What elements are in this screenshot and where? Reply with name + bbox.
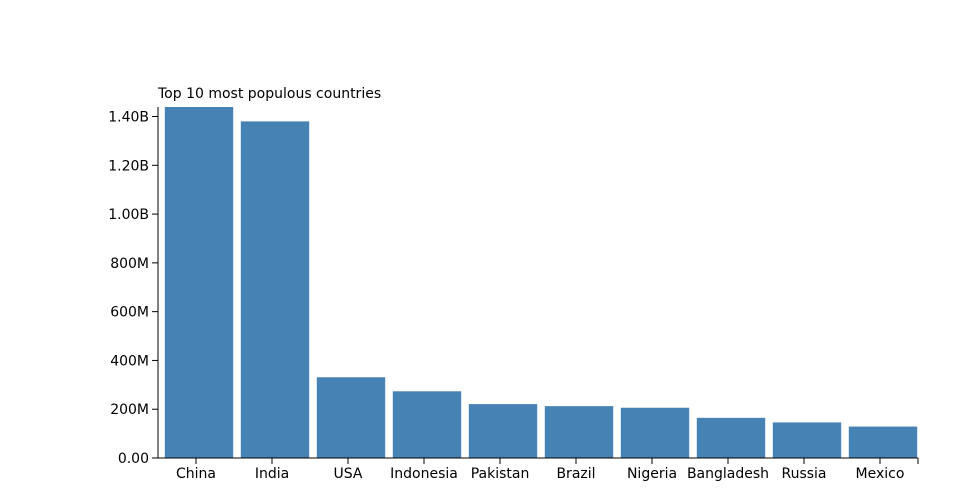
- bar-pakistan: [468, 404, 538, 458]
- y-tick-label: 800M: [110, 256, 149, 272]
- x-tick-label: Mexico: [856, 466, 905, 482]
- bar-bangladesh: [696, 417, 766, 458]
- bars-group: [164, 107, 918, 458]
- x-tick-label: Indonesia: [390, 466, 458, 482]
- x-tick-label: Russia: [781, 466, 826, 482]
- y-tick-label: 400M: [110, 353, 149, 369]
- bar-nigeria: [620, 407, 690, 458]
- x-tick-label: India: [255, 466, 289, 482]
- y-tick-label: 1.00B: [108, 207, 149, 223]
- bar-india: [240, 121, 310, 458]
- bar-usa: [316, 377, 386, 458]
- x-tick-label: USA: [334, 466, 363, 482]
- x-tick-label: Pakistan: [471, 466, 530, 482]
- y-tick-label: 0.00: [118, 451, 149, 467]
- x-tick-label: China: [176, 466, 216, 482]
- x-axis: China India USA Indonesia Pakistan Brazil Nige…: [158, 457, 919, 482]
- y-tick-label: 200M: [110, 402, 149, 418]
- bar-russia: [772, 422, 842, 458]
- x-tick-label: Brazil: [556, 466, 595, 482]
- chart-title: Top 10 most populous countries: [157, 86, 381, 102]
- bar-mexico: [848, 426, 918, 458]
- x-tick-label: Bangladesh: [687, 466, 769, 482]
- bar-brazil: [544, 406, 614, 458]
- bar-china: [164, 107, 234, 458]
- y-axis: 0.00 200M 400M 600M 800M 1.00B 1.20B 1.40B: [108, 107, 159, 467]
- y-tick-label: 600M: [110, 305, 149, 321]
- bar-indonesia: [392, 391, 462, 458]
- x-tick-label: Nigeria: [627, 466, 677, 482]
- y-tick-label: 1.40B: [108, 110, 149, 126]
- y-tick-label: 1.20B: [108, 158, 149, 174]
